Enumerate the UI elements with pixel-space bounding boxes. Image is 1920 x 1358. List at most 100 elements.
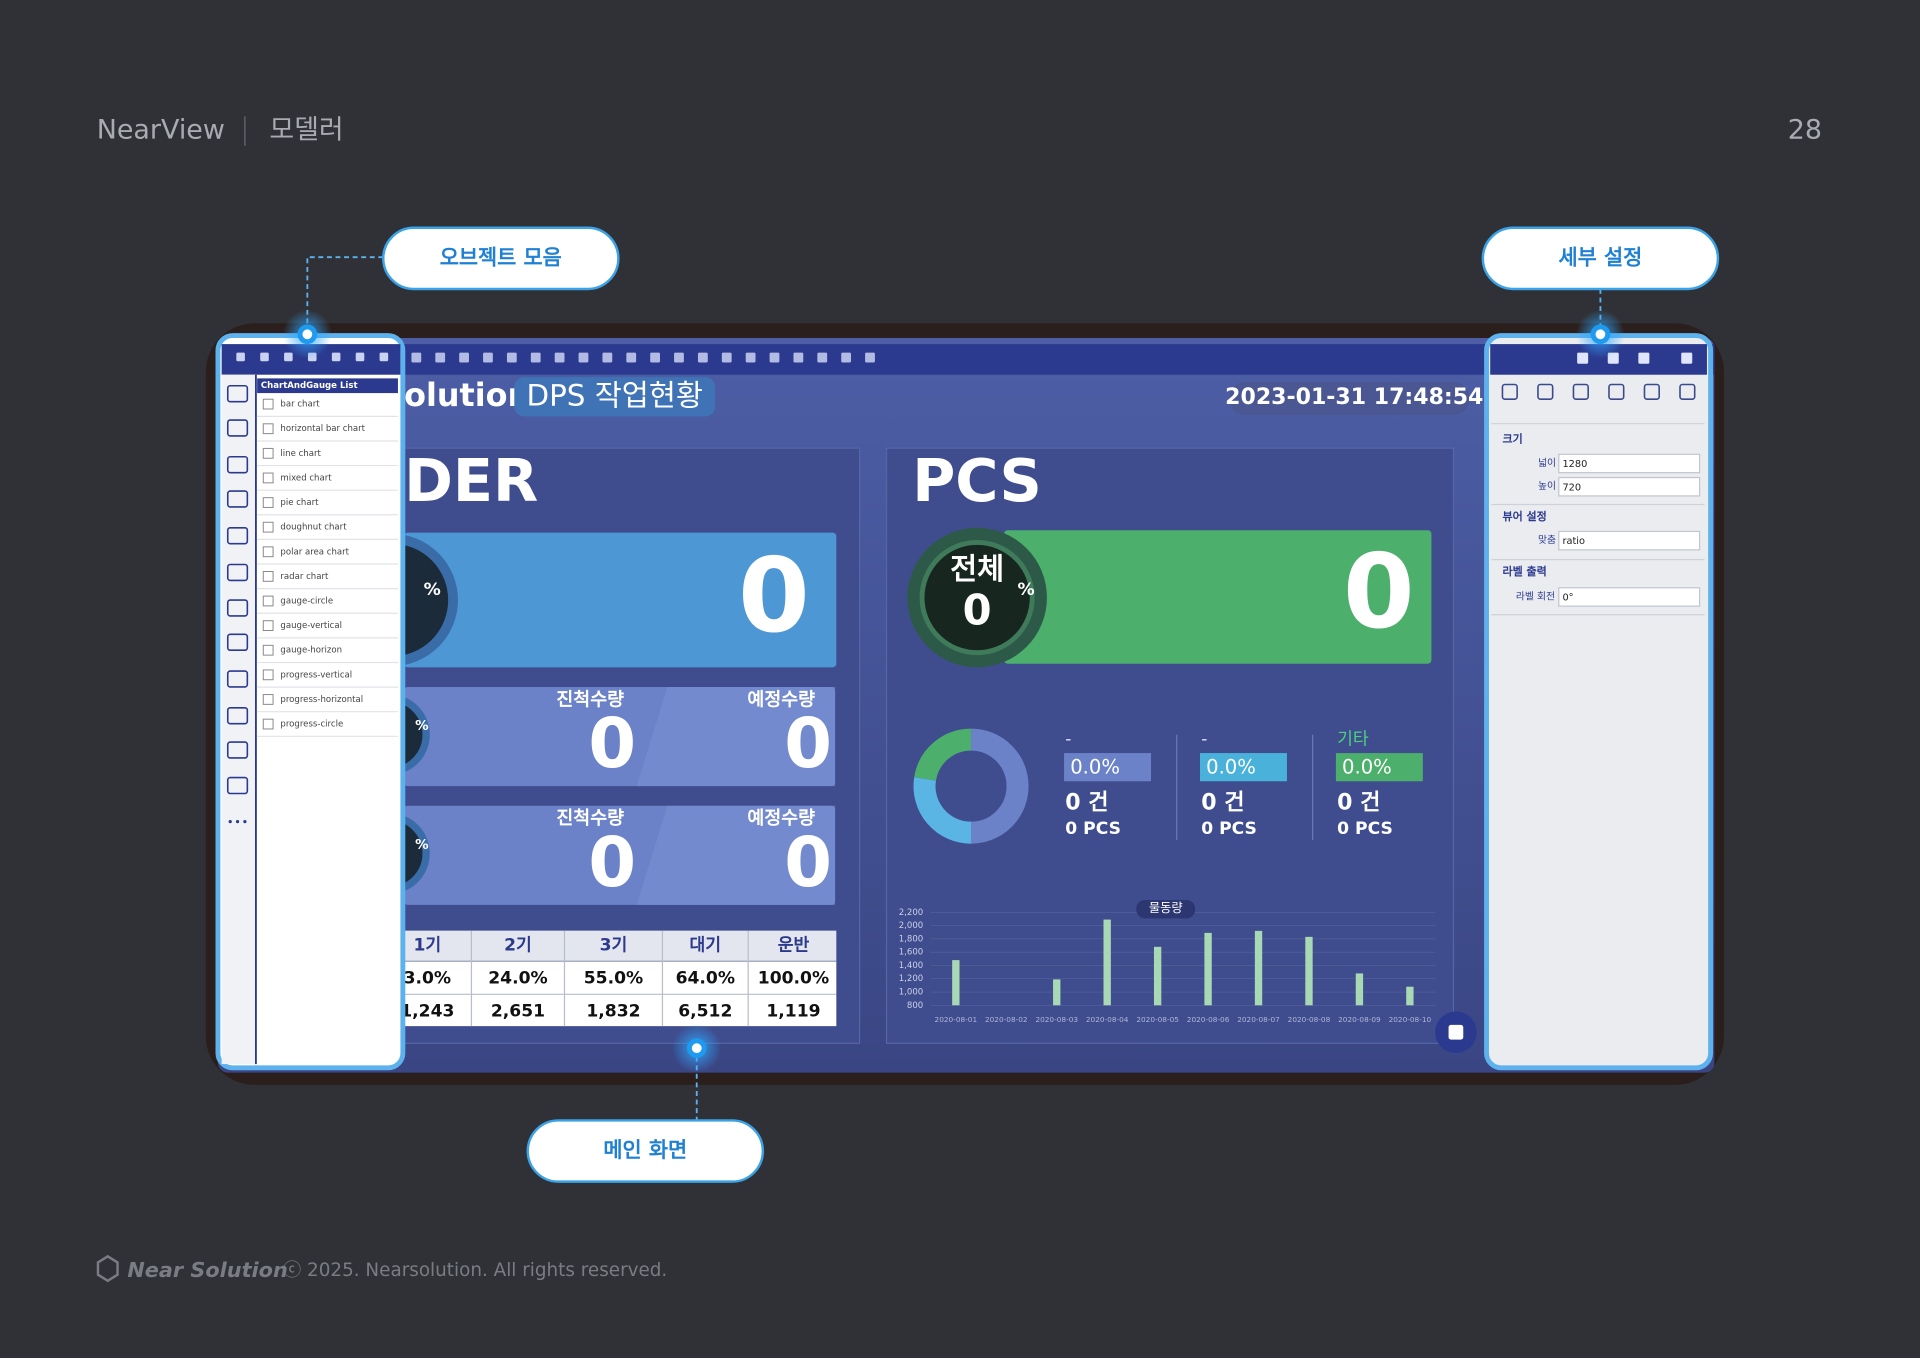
toolbar-icon: [721, 352, 732, 363]
toolbar-icon: [260, 352, 269, 362]
field-label: 맞춤: [1538, 534, 1556, 546]
pcs-title: PCS: [912, 446, 1042, 515]
toolbar-icon: [1638, 352, 1650, 364]
dashboard-title: DPS 작업현황: [526, 378, 702, 412]
settings-tab-icon: [1608, 383, 1625, 401]
list-icon: [262, 546, 274, 558]
stat-label: -: [1201, 730, 1207, 750]
toolbar-icon: [1681, 352, 1693, 364]
list-icon: [262, 644, 274, 656]
pcs-gauge: [919, 540, 1035, 656]
bar: [1053, 979, 1061, 1006]
list-item: progress-circle: [280, 720, 343, 730]
x-tick-label: 2020-08-03: [1035, 1015, 1078, 1024]
list-icon: [262, 497, 274, 508]
list-item: progress-vertical: [280, 670, 352, 680]
bar: [1103, 919, 1111, 1006]
more-dot: [243, 820, 247, 824]
x-tick-label: 2020-08-07: [1237, 1015, 1280, 1024]
y-tick-label: 2,000: [899, 921, 924, 931]
pcs-total-bar: [1004, 530, 1432, 664]
table-cell: 55.0%: [584, 968, 643, 988]
toolbar-icon: [578, 352, 589, 363]
toolbar-icon: [411, 352, 422, 363]
list-header: [257, 378, 398, 394]
table-cell: 100.0%: [758, 968, 829, 988]
list-icon: [262, 620, 274, 631]
y-tick-label: 1,200: [899, 974, 924, 984]
list-item: polar area chart: [280, 547, 349, 557]
list-item: gauge-circle: [280, 596, 333, 606]
x-tick-label: 2020-08-02: [985, 1015, 1028, 1024]
toolbar-icon: [1577, 352, 1589, 364]
stat-percent-box: [1200, 753, 1287, 782]
gauge-unit: %: [424, 580, 441, 600]
settings-tab-icon: [1501, 383, 1518, 401]
y-tick-label: 800: [907, 1001, 923, 1011]
bar: [1406, 986, 1414, 1006]
y-tick-label: 1,600: [899, 948, 924, 958]
list-item: radar chart: [280, 572, 329, 582]
list-icon: [262, 571, 274, 582]
select-value: ratio: [1562, 536, 1585, 547]
toolbar-icon: [236, 352, 245, 362]
bar: [1204, 932, 1212, 1006]
x-tick-label: 2020-08-05: [1136, 1015, 1179, 1024]
copyright: ⓒ 2025. Nearsolution. All rights reserve…: [283, 1260, 667, 1281]
field-label: 넓이: [1538, 457, 1556, 469]
table-cell: 1,832: [586, 1001, 640, 1021]
planned-label: 예정수량: [747, 689, 815, 710]
list-icon: [262, 669, 274, 681]
x-tick-label: 2020-08-08: [1288, 1015, 1331, 1024]
gauge-unit: %: [415, 838, 429, 853]
progress-label: 진척수량: [556, 808, 624, 829]
list-icon: [262, 398, 274, 410]
list-icon: [262, 718, 274, 730]
donut-segment: [914, 728, 972, 782]
bar: [1305, 936, 1313, 1006]
toolbar-icon: [626, 352, 637, 363]
tool-icon: [226, 384, 249, 403]
toolbar-icon: [650, 352, 660, 363]
toolbar-icon: [674, 352, 684, 363]
tool-icon: [226, 455, 249, 474]
callout-label: 메인 화면: [603, 1138, 687, 1162]
toolbar-icon: [817, 352, 828, 363]
donut-segment: [970, 728, 1029, 844]
bar: [952, 960, 960, 1006]
list-title: ChartAndGauge List: [261, 381, 358, 391]
list-item: doughnut chart: [280, 523, 347, 533]
table-header: 대기: [690, 935, 722, 955]
toolbar-icon: [769, 352, 780, 363]
bar: [1153, 946, 1162, 1006]
list-item: gauge-vertical: [280, 621, 342, 631]
callout-dot-core: [691, 1043, 702, 1054]
planned-label: 예정수량: [747, 808, 815, 829]
table-cell: 2,651: [491, 1001, 545, 1021]
more-dot: [228, 820, 232, 824]
der-title: DER: [404, 446, 538, 515]
planned-value: 0: [784, 823, 832, 903]
stat-pcs: 0 PCS: [1065, 819, 1121, 839]
table-cell: 6,512: [678, 1001, 732, 1021]
input: [1558, 476, 1701, 497]
datetime: 2023-01-31 17:48:54: [1225, 385, 1483, 410]
toolbar-icon: [530, 352, 541, 363]
footer-logo-icon: [96, 1254, 119, 1283]
progress-label: 진척수량: [556, 689, 624, 710]
table-header-bg: [404, 930, 837, 962]
brand: NearView: [97, 115, 225, 146]
tool-icon: [226, 633, 249, 652]
stat-label: 기타: [1337, 730, 1369, 750]
list-icon: [262, 423, 274, 435]
chart-title: 물동량: [1149, 901, 1183, 915]
tool-icon: [226, 741, 249, 759]
stat-percent: 0.0%: [1342, 755, 1392, 778]
tool-icon: [226, 419, 249, 437]
toolbar-icon: [284, 352, 293, 362]
tool-icon: [226, 670, 249, 688]
settings-tab-icon: [1679, 383, 1696, 401]
der-total: 0: [738, 537, 810, 656]
tool-icon: [226, 563, 249, 582]
